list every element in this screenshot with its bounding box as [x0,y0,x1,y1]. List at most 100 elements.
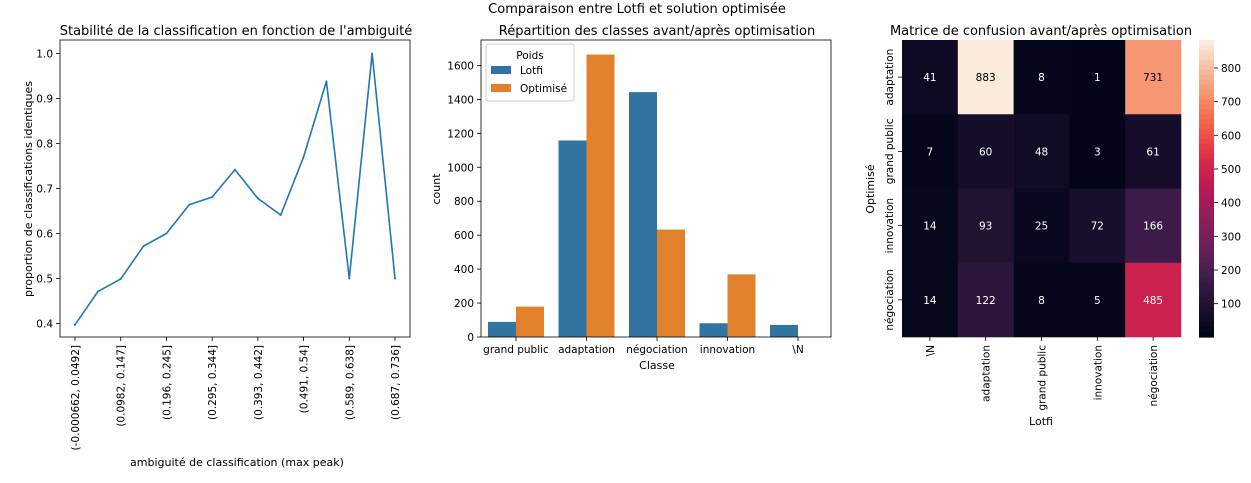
cell-negociation-n [902,262,959,338]
cell-negociation-innovation [1069,262,1126,338]
cell-innovation-innovation [1069,188,1126,264]
cell-negociation-adaptation [957,262,1014,338]
colorbar-tick-label: 200 [1221,265,1241,277]
colorbar-segment [1199,208,1214,214]
cell-value: 8 [1038,295,1045,307]
x-tick-label: (0.393, 0.442] [253,345,265,420]
data-point [279,214,282,217]
colorbar-segment [1199,252,1214,259]
colorbar-segment [1199,297,1214,303]
data-point [188,203,191,206]
cell-negociation-grand-public [1013,262,1070,338]
cell-value: 8 [1038,72,1045,84]
cell-value: 1 [1094,72,1101,84]
y-tick-label: 0.8 [36,139,53,151]
cell-value: 14 [923,221,937,233]
cell-adaptation-negociation [1125,40,1182,115]
cell-value: 883 [976,72,996,84]
cell-adaptation-n [902,40,959,115]
y-tick-label: 600 [454,230,474,242]
colorbar-segment [1199,168,1214,175]
colorbar-segment [1199,79,1214,86]
cell-value: 93 [979,221,992,233]
colorbar-segment [1199,188,1214,195]
line-chart-ylabel: proportion de classifications identiques [22,81,35,297]
colorbar-segment [1199,114,1214,120]
x-tick-label: grand public [483,344,549,356]
data-point [325,80,328,83]
colorbar-segment [1199,173,1214,180]
data-point [348,277,351,280]
colorbar-segment [1199,139,1214,145]
colorbar-tick-label: 400 [1221,198,1241,210]
cell-value: 731 [1143,72,1163,84]
cell-value: 72 [1091,221,1104,233]
colorbar-segment [1199,302,1214,308]
bar-chart-axes-frame [480,39,832,338]
colorbar-segment [1199,282,1214,289]
cell-value: 5 [1094,295,1101,307]
cell-adaptation-innovation [1069,40,1126,115]
colorbar-segment [1199,49,1214,56]
bar-optimise-adaptation [586,54,615,337]
colorbar-segment [1199,153,1214,160]
data-point [165,232,168,235]
colorbar-tick-label: 500 [1221,164,1241,176]
heatmap-colorbar: 100 200 300 400 500 600 700 800 [1199,40,1241,338]
legend-swatch-optimise [491,84,511,92]
cell-value: 48 [1035,146,1048,158]
cell-grand-public-adaptation [957,114,1014,189]
y-tick-label: 400 [454,264,474,276]
x-tick-label: (-0.000662, 0.0492] [70,345,82,451]
heatmap-ylabel: Optimisé [864,164,877,214]
colorbar-segment [1199,317,1214,323]
colorbar-segment [1199,109,1214,115]
data-point [142,245,145,248]
x-tick-label: innovation [1092,345,1104,400]
bar-chart-ylabel: count [430,173,443,205]
colorbar-segment [1199,327,1214,333]
x-tick-label: négociation [1148,345,1160,406]
colorbar-segment [1199,54,1214,61]
x-tick-label: adaptation [981,345,993,402]
cell-value: 25 [1035,221,1048,233]
colorbar-segment [1199,277,1214,284]
legend-label-lotfi: Lotfi [520,65,543,77]
heatmap-confusion-matrix: Matrice de confusion avant/après optimis… [864,24,1241,428]
colorbar-segment [1199,134,1214,140]
cell-grand-public-n [902,114,959,189]
y-tick-label: 1200 [447,128,474,140]
heatmap-xlabel: Lotfi [1029,415,1053,428]
x-tick-label: adaptation [558,344,615,356]
cell-grand-public-negociation [1125,114,1182,189]
y-tick-label: négociation [884,269,896,330]
cell-innovation-negociation [1125,188,1182,264]
y-tick-label: 800 [454,196,474,208]
x-tick-label: innovation [700,344,755,356]
x-tick-label: négociation [626,344,687,356]
colorbar-segment [1199,183,1214,190]
y-tick-label: 1000 [447,162,474,174]
colorbar-segment [1199,287,1214,294]
colorbar-segment [1199,178,1214,185]
bar-lotfi-innovation [699,323,728,337]
bar-lotfi-adaptation [558,140,587,337]
line-chart-title: Stabilité de la classification en foncti… [60,24,413,39]
y-tick-label: 0.6 [36,229,53,241]
y-tick-label: 1600 [447,60,474,72]
bar-lotfi-negociation [629,92,657,337]
cell-value: 41 [923,72,936,84]
x-tick-label: (0.589, 0.638] [344,345,356,420]
colorbar-segment [1199,99,1214,105]
data-point [119,277,122,280]
cell-adaptation-grand-public [1013,40,1070,115]
data-point [234,168,236,171]
data-point [256,197,259,200]
data-point [302,156,305,158]
colorbar-tick-label: 600 [1221,130,1241,142]
data-point [394,277,396,280]
colorbar-segment [1199,262,1214,269]
colorbar-segment [1199,213,1214,219]
line-chart-xlabel: ambiguité de classification (max peak) [130,456,344,469]
cell-grand-public-innovation [1069,114,1126,189]
